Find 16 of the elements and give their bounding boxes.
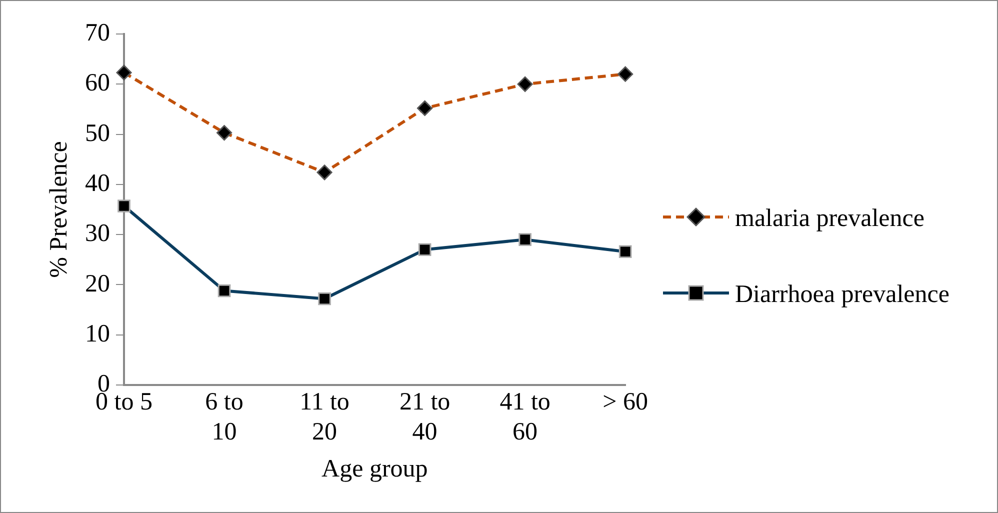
y-tick-label: 60 <box>85 70 110 97</box>
y-tick-label: 20 <box>85 270 110 298</box>
legend-label: Diarrhoea prevalence <box>735 280 950 310</box>
x-tick-label: 11 to 20 <box>300 388 350 446</box>
x-axis-title: Age group <box>322 456 428 483</box>
y-tick-label: 50 <box>85 120 110 147</box>
x-tick-label: 6 to 10 <box>205 388 244 446</box>
y-tick-label: 10 <box>85 320 110 348</box>
x-tick-label: 21 to 40 <box>399 388 450 446</box>
y-tick-label: 40 <box>85 170 110 197</box>
y-axis-title: % Prevalence <box>46 141 73 278</box>
x-tick-label: 41 to 60 <box>500 388 550 446</box>
y-tick-label: 30 <box>85 220 110 248</box>
y-tick-label: 70 <box>85 20 110 47</box>
x-tick-label: > 60 <box>602 388 648 416</box>
legend-label: malaria prevalence <box>735 204 924 234</box>
